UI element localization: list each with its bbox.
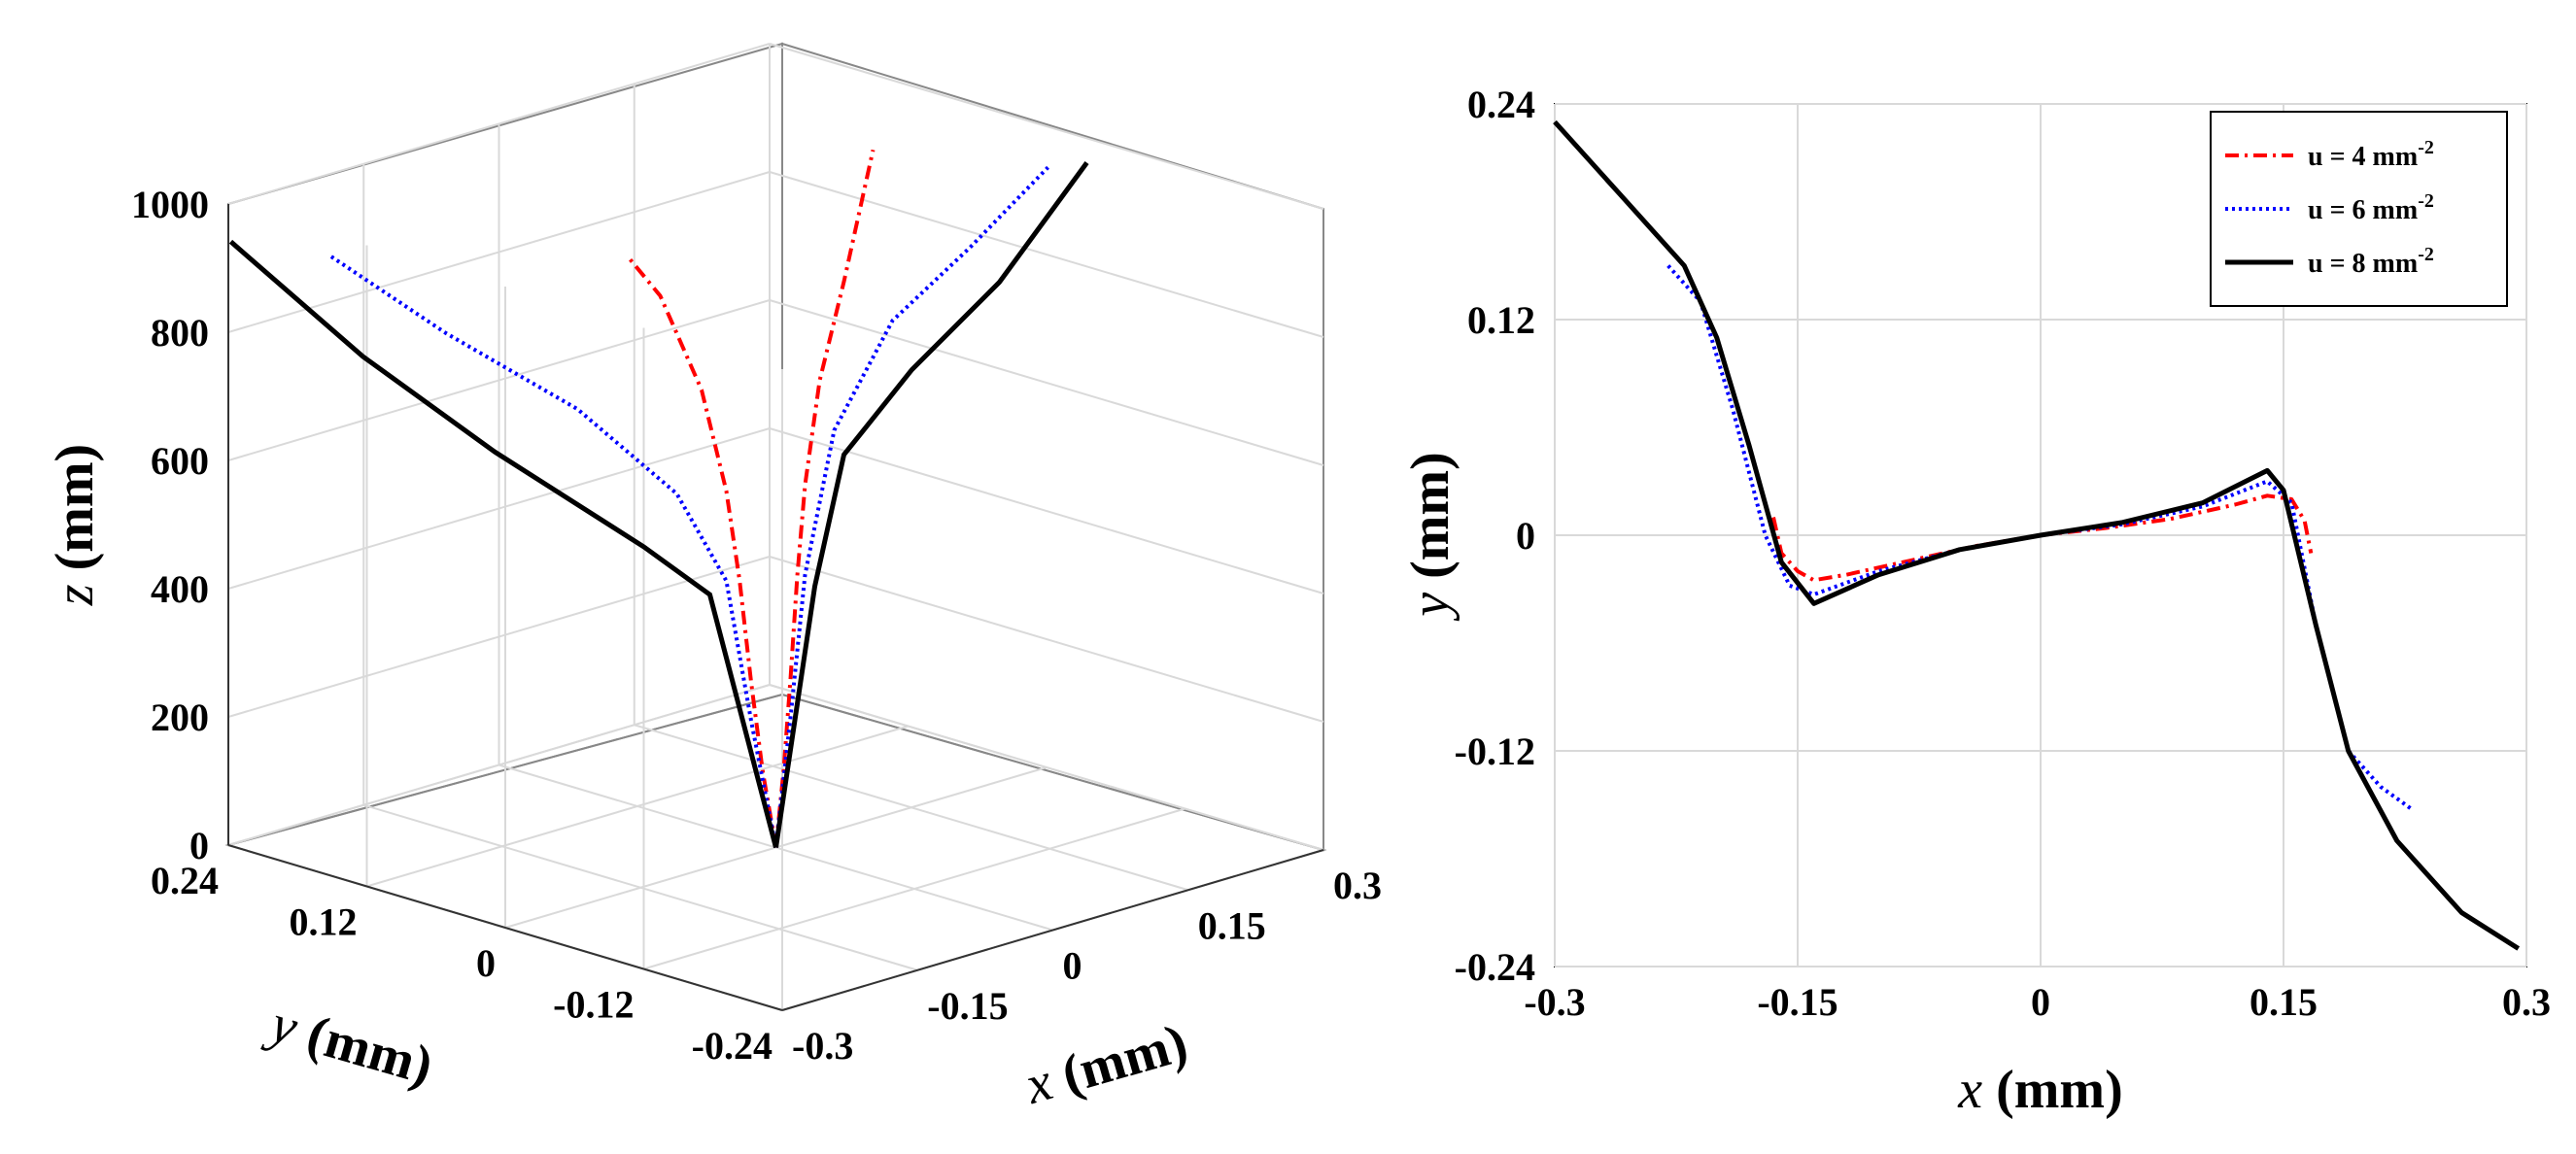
floor-grid-y	[643, 807, 1185, 970]
svg-text:z (mm): z (mm)	[45, 444, 105, 606]
y-tick-label: 0.24	[151, 859, 219, 902]
wall-grid-z	[769, 43, 1324, 210]
x-tick-label-2d: -0.3	[1524, 980, 1585, 1024]
series-3d	[228, 149, 1089, 849]
panel-2d: -0.3 -0.15 0 0.15 0.3 0.24 0.12 0 -0.12 -0.24 y (…	[1400, 83, 2551, 1120]
wall-grid-z	[227, 171, 771, 333]
x-axis-line	[781, 849, 1324, 1011]
y-tick-label: 0.12	[290, 900, 358, 944]
x-tick-label: 0	[1063, 944, 1082, 988]
grid-2d	[1554, 103, 2527, 967]
wall-grid-z	[227, 684, 771, 846]
y-tick-label-2d: 0.12	[1467, 298, 1535, 342]
x-axis-label-2d: x (mm)	[1957, 1060, 2122, 1120]
y-tick-label: -0.12	[553, 983, 634, 1027]
panel-3d: 0 200 400 600 800 1000 0.24 0.12 0 -0.12 -0.24 -0.3…	[45, 42, 1382, 1117]
z-tick-label: 800	[151, 311, 209, 355]
y-axis-label-3d: y (mm)	[259, 992, 439, 1097]
wall-grid-z	[769, 556, 1324, 723]
x-axis-label-3d: x (mm)	[1018, 1013, 1194, 1117]
svg-text:y (mm): y (mm)	[1400, 452, 1460, 621]
series-3d-u8-left	[228, 239, 778, 849]
series-3d-u4-right	[773, 149, 876, 848]
wall-grid-z	[227, 556, 771, 718]
y-axis-label-2d: y (mm)	[1400, 452, 1460, 621]
y-tick-label-2d: -0.24	[1455, 945, 1535, 989]
floor-grid-y	[366, 725, 909, 888]
z-tick-label: 600	[151, 439, 209, 483]
y-tick-label: -0.24	[692, 1024, 773, 1068]
x-tick-label-2d: -0.15	[1757, 980, 1838, 1024]
legend: u = 4 mm-2 u = 6 mm-2 u = 8 mm-2	[2210, 111, 2508, 307]
x-tick-label: 0.15	[1198, 903, 1266, 947]
z-tick-label: 200	[151, 696, 209, 739]
y-tick-label-2d: 0	[1516, 514, 1535, 558]
y-axis-line	[227, 844, 783, 1011]
series-3d-u6-right	[773, 165, 1049, 848]
wall-grid-z	[227, 427, 771, 590]
z-tick-label: 1000	[131, 183, 209, 226]
x-tick-label: -0.3	[792, 1024, 853, 1068]
legend-label-u4: u = 4 mm-2	[2308, 137, 2434, 172]
y-tick-label-2d: -0.12	[1455, 730, 1535, 773]
floor	[224, 693, 1327, 1012]
z-axis-label: z (mm)	[45, 444, 105, 606]
legend-label-u6: u = 6 mm-2	[2308, 190, 2434, 225]
wall-grid-z	[769, 427, 1324, 594]
x-tick-label-2d: 0	[2031, 980, 2050, 1024]
x-tick-label-2d: 0.3	[2502, 980, 2551, 1024]
y-tick-label-2d: 0.24	[1467, 83, 1535, 126]
ticks-3d: 0 200 400 600 800 1000 0.24 0.12 0 -0.12 -0.24 -0.3…	[131, 183, 1382, 1068]
x-tick-label: -0.15	[927, 984, 1008, 1028]
wall-grid-z	[769, 171, 1324, 338]
wall-grid-z	[769, 684, 1324, 851]
wall-grid-z	[227, 299, 771, 461]
x-tick-label: 0.3	[1333, 864, 1382, 907]
grid-3d	[227, 43, 1324, 1011]
series-3d-u4-left	[625, 255, 778, 848]
wall-grid-z	[769, 299, 1324, 466]
wall-right	[781, 42, 1324, 852]
z-tick-label: 0	[189, 824, 209, 867]
ticks-2d: -0.3 -0.15 0 0.15 0.3 0.24 0.12 0 -0.12 -0.24	[1455, 83, 2551, 1024]
wall-grid-z	[227, 43, 771, 205]
series-3d-u8-right	[773, 161, 1089, 848]
legend-label-u8: u = 8 mm-2	[2308, 244, 2434, 279]
y-tick-label: 0	[476, 941, 496, 985]
series-3d-u6-left	[328, 254, 778, 848]
series-2d	[1553, 119, 2521, 951]
series-2d-u8	[1553, 119, 2521, 951]
x-tick-label-2d: 0.15	[2250, 980, 2318, 1024]
z-tick-label: 400	[151, 567, 209, 611]
